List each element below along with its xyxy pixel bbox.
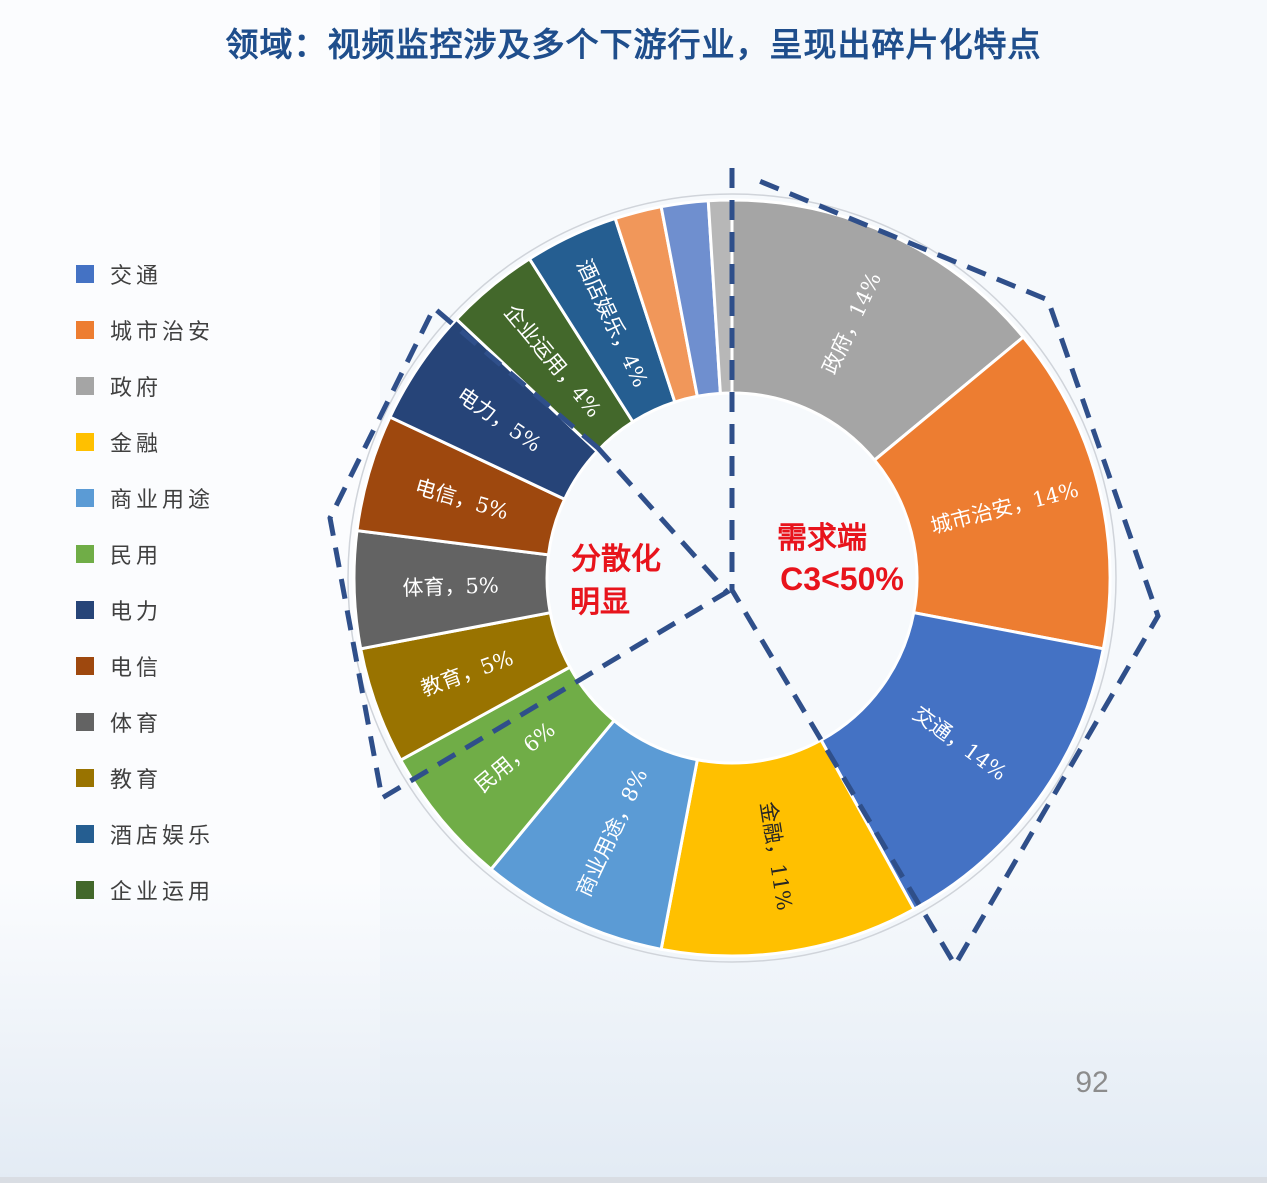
bottom-bar bbox=[0, 1177, 1267, 1183]
annotation-right-line1: 需求端 bbox=[777, 521, 867, 556]
annotation-left-line1: 分散化 bbox=[571, 542, 661, 577]
slice-label: 体育，5% bbox=[402, 573, 499, 600]
annotation-right-line2: C3<50% bbox=[780, 561, 904, 597]
annotation-left-line2: 明显 bbox=[570, 585, 630, 620]
page-number: 92 bbox=[1062, 1066, 1122, 1100]
